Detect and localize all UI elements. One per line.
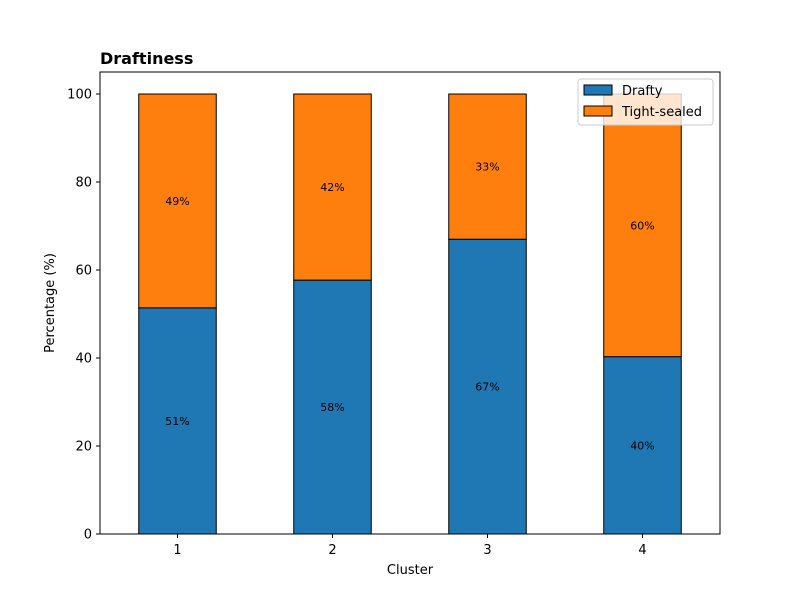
bar-tight-sealed-4 bbox=[603, 93, 682, 358]
legend-label: Drafty bbox=[622, 84, 663, 99]
bar-value-label: 42% bbox=[320, 181, 344, 194]
x-tick-label: 1 bbox=[173, 543, 181, 558]
x-tick-label: 3 bbox=[483, 543, 491, 558]
plot-area: 51% 49% 58% 42% 67% 33% 40% 60% 0 20 40 60 80 100 1 2 3 4 bbox=[67, 71, 721, 558]
bar-tight-sealed-3 bbox=[448, 93, 527, 240]
y-tick-label: 80 bbox=[75, 176, 92, 191]
legend-swatch-tight-sealed bbox=[583, 105, 613, 117]
bar-value-label: 33% bbox=[475, 161, 499, 174]
bar-drafty-1 bbox=[138, 307, 217, 535]
y-tick-label: 60 bbox=[75, 264, 92, 279]
x-axis-label: Cluster bbox=[387, 563, 434, 578]
chart-title: Draftiness bbox=[100, 49, 193, 68]
y-tick-label: 40 bbox=[75, 352, 92, 367]
bar-value-label: 40% bbox=[630, 439, 654, 452]
bar-value-label: 51% bbox=[165, 415, 189, 428]
y-tick-label: 0 bbox=[84, 528, 92, 543]
x-tick-label: 2 bbox=[328, 543, 336, 558]
bar-value-label: 49% bbox=[165, 195, 189, 208]
x-tick-label: 4 bbox=[638, 543, 646, 558]
bar-drafty-3 bbox=[448, 238, 527, 535]
bar-value-label: 58% bbox=[320, 401, 344, 414]
bar-tight-sealed-1 bbox=[138, 93, 217, 309]
y-tick-label: 20 bbox=[75, 440, 92, 455]
bar-value-label: 67% bbox=[475, 381, 499, 394]
axes-frame bbox=[99, 71, 721, 535]
y-tick-label: 100 bbox=[67, 88, 92, 103]
bar-value-label: 60% bbox=[630, 219, 654, 232]
y-axis-label: Percentage (%) bbox=[43, 253, 58, 353]
bar-tight-sealed-2 bbox=[293, 93, 372, 281]
legend-swatch-drafty bbox=[583, 84, 613, 96]
legend-label: Tight-sealed bbox=[621, 105, 702, 120]
legend: Drafty Tight-sealed bbox=[577, 78, 714, 126]
